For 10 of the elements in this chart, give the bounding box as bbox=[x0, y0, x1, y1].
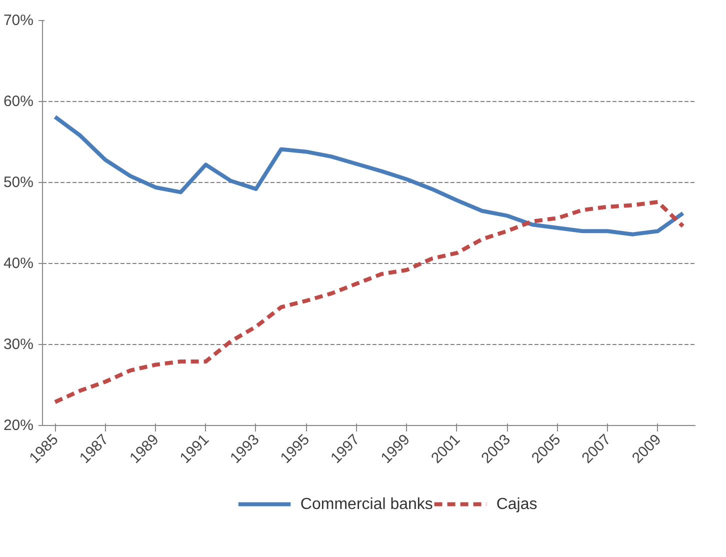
y-tick-label: 60% bbox=[3, 93, 34, 110]
y-tick-label: 40% bbox=[3, 255, 34, 272]
y-tick-label: 30% bbox=[3, 336, 34, 353]
line-series bbox=[53, 200, 685, 404]
legend-label: Cajas bbox=[496, 496, 538, 513]
legend-label: Commercial banks bbox=[300, 496, 433, 513]
y-tick-label: 70% bbox=[3, 12, 34, 29]
y-tick-label: 50% bbox=[3, 174, 34, 191]
line-series bbox=[53, 114, 685, 236]
y-tick-label: 20% bbox=[3, 417, 34, 434]
